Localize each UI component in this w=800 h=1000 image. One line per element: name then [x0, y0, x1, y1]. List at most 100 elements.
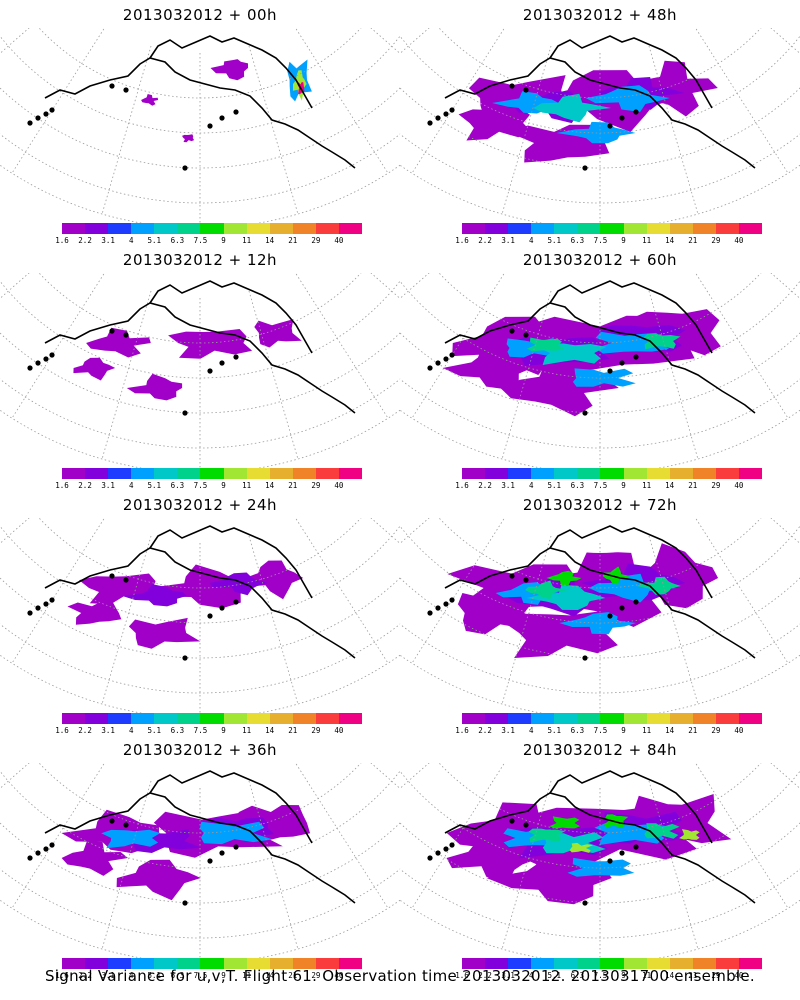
colorbar-swatch: [508, 713, 532, 724]
colorbar-label: 29: [311, 726, 321, 735]
colorbar-swatch: [62, 468, 86, 479]
colorbar: [462, 223, 763, 234]
colorbar-swatch: [223, 223, 247, 234]
colorbar-swatch: [554, 958, 578, 969]
variance-contour: [244, 560, 304, 600]
colorbar-label: 1.6: [55, 971, 69, 980]
colorbar-label: 6.3: [570, 236, 585, 245]
colorbar-swatch: [177, 223, 201, 234]
colorbar-labels: 1.6 2.2 3.1 4 5.1 6.3 7.5 9 11 14 21 29 40: [455, 236, 762, 246]
colorbar-swatch: [85, 468, 109, 479]
colorbar-label: 11: [242, 236, 252, 245]
variance-contour: [500, 361, 619, 417]
colorbar-label: 2.2: [78, 971, 92, 980]
colorbar-swatch: [508, 468, 532, 479]
colorbar-label: 5.1: [547, 236, 562, 245]
forecast-panel: 2013032012 + 84h 1.6 2.2 3.1 4 5.1 6.3 7.5 9 11 14…: [400, 735, 800, 980]
variance-contour: [549, 816, 580, 829]
colorbar-label: 3.1: [101, 236, 115, 245]
colorbar-swatch: [738, 713, 763, 724]
colorbar-swatch: [623, 468, 647, 479]
panel-title: 2013032012 + 72h: [522, 496, 678, 514]
variance-field: [442, 309, 721, 417]
colorbar-label: 29: [711, 971, 721, 980]
colorbar-label: 3.1: [501, 236, 515, 245]
colorbar-label: 4: [128, 481, 134, 490]
variance-field: [458, 60, 718, 163]
colorbar-label: 4: [528, 971, 534, 980]
colorbar-label: 14: [665, 481, 675, 490]
variance-contour: [126, 373, 183, 401]
colorbar-label: 40: [734, 481, 744, 490]
panel-title: 2013032012 + 48h: [522, 6, 678, 24]
variance-contour: [122, 584, 187, 607]
panel-title: 2013032012 + 60h: [522, 251, 678, 269]
colorbar-label: 1.6: [55, 236, 69, 245]
colorbar-swatch: [246, 468, 270, 479]
variance-contour: [528, 828, 566, 843]
colorbar-swatch: [531, 958, 555, 969]
colorbar-label: 1.6: [55, 726, 69, 735]
panel-title: 2013032012 + 84h: [522, 741, 678, 759]
colorbar-swatch: [154, 223, 178, 234]
graticule: [400, 28, 800, 223]
colorbar-label: 9: [221, 481, 226, 490]
colorbar-swatch: [292, 468, 316, 479]
variance-contour: [128, 617, 201, 649]
variance-contour: [86, 327, 151, 358]
variance-contour: [602, 566, 631, 585]
variance-contour: [61, 840, 128, 876]
colorbar-label: 2.2: [78, 236, 92, 245]
variance-contour: [679, 829, 700, 840]
colorbar-swatch: [315, 468, 339, 479]
coastline: [427, 280, 756, 416]
colorbar-label: 21: [288, 726, 298, 735]
colorbar-label: 1.6: [455, 971, 469, 980]
colorbar-label: 1.6: [55, 481, 69, 490]
variance-field: [73, 319, 302, 401]
colorbar-swatch: [462, 958, 486, 969]
colorbar-swatch: [108, 223, 132, 234]
colorbar-label: 40: [334, 726, 344, 735]
colorbar-label: 14: [665, 726, 675, 735]
colorbar-swatch: [577, 713, 601, 724]
graticule: [0, 28, 400, 223]
variance-contour: [585, 85, 670, 112]
colorbar-swatch: [485, 713, 509, 724]
colorbar-label: 2.2: [78, 481, 92, 490]
colorbar-label: 3.1: [501, 726, 515, 735]
variance-field: [67, 560, 304, 649]
colorbar-swatch: [108, 958, 132, 969]
colorbar-swatch: [338, 958, 363, 969]
colorbar-label: 11: [242, 971, 252, 980]
colorbar-swatch: [62, 713, 86, 724]
colorbar-swatch: [200, 958, 224, 969]
graticule: [0, 273, 400, 468]
colorbar-label: 11: [642, 481, 652, 490]
variance-contour: [199, 821, 273, 845]
colorbar-label: 40: [334, 481, 344, 490]
colorbar-label: 2.2: [478, 236, 492, 245]
colorbar-label: 6.3: [170, 236, 185, 245]
colorbar-label: 14: [265, 726, 275, 735]
variance-map: [400, 28, 800, 223]
colorbar-label: 29: [311, 236, 321, 245]
colorbar-swatch: [531, 223, 555, 234]
colorbar-label: 29: [311, 971, 321, 980]
colorbar-swatch: [554, 713, 578, 724]
colorbar-swatch: [577, 468, 601, 479]
colorbar-label: 5.1: [547, 726, 562, 735]
coastline: [27, 35, 356, 171]
colorbar-swatch: [292, 958, 316, 969]
colorbar-swatch: [292, 713, 316, 724]
graticule: [0, 518, 400, 713]
colorbar-swatch: [315, 713, 339, 724]
variance-contour: [210, 53, 248, 81]
forecast-panel: 2013032012 + 48h 1.6 2.2 3.1 4 5.1 6.3 7.5 9 11 14…: [400, 0, 800, 245]
colorbar-label: 21: [688, 971, 698, 980]
panel-title: 2013032012 + 24h: [122, 496, 278, 514]
panel-title: 2013032012 + 36h: [122, 741, 278, 759]
colorbar-swatch: [669, 223, 693, 234]
colorbar-swatch: [246, 223, 270, 234]
variance-map: [0, 273, 400, 468]
